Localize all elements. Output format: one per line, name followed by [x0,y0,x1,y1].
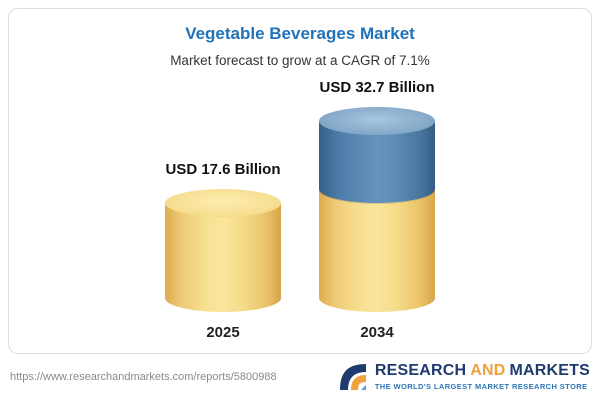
chart-subtitle: Market forecast to grow at a CAGR of 7.1… [170,53,430,68]
brand-mark-icon [339,364,366,390]
bar-value-label-2025: USD 17.6 Billion [165,161,281,178]
brand-name-research: RESEARCH [374,362,467,380]
chart-title: Vegetable Beverages Market [185,24,415,43]
brand-name-markets: MARKETS [509,362,590,380]
x-axis-label-2025: 2025 [206,324,240,341]
brand-name-and: AND [470,362,506,380]
brand-logo[interactable]: RESEARCH AND MARKETS THE WORLD'S LARGEST M… [338,362,590,392]
bar-group-2034: USD 32.7 Billion 2034 [319,79,435,341]
cylinder-bar-2025 [165,189,281,312]
cylinder-segment-yellow-base [319,189,435,312]
cylinder-body-yellow [165,203,281,312]
cylinder-top-ellipse [319,107,435,135]
bar-group-2025: USD 17.6 Billion 2025 [165,161,281,341]
brand-text: RESEARCH AND MARKETS THE WORLD'S LARGEST M… [374,362,590,391]
chart-card: Vegetable Beverages Market Market foreca… [8,8,592,354]
cylinder-bar-chart: USD 17.6 Billion 2025 USD 32.7 Billion 2… [9,79,591,341]
source-url[interactable]: https://www.researchandmarkets.com/repor… [10,371,277,383]
brand-name: RESEARCH AND MARKETS [374,362,590,380]
bar-value-label-2034: USD 32.7 Billion [319,79,435,96]
x-axis-label-2034: 2034 [360,324,394,341]
brand-tagline: THE WORLD'S LARGEST MARKET RESEARCH STOR… [374,381,588,391]
cylinder-bar-2034 [319,107,435,312]
footer: https://www.researchandmarkets.com/repor… [10,358,590,396]
cylinder-top-ellipse [165,189,281,217]
